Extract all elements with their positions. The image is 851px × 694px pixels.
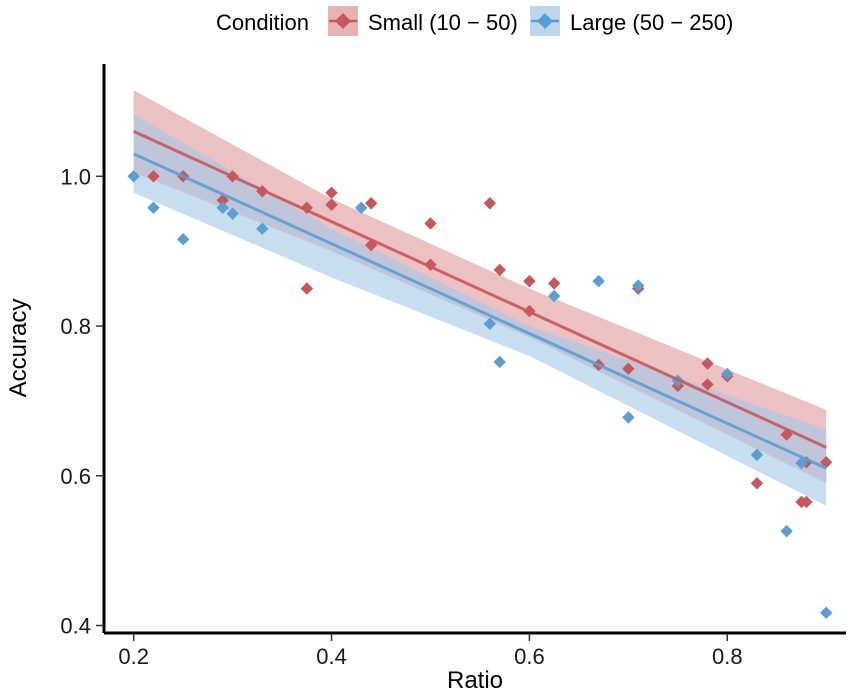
- data-point-small: [364, 238, 378, 252]
- data-point-small: [147, 170, 160, 183]
- x-tick-label: 0.4: [316, 644, 347, 669]
- legend: Condition Small (10 − 50) Large (50 − 25…: [216, 6, 733, 36]
- data-point-large: [493, 355, 506, 369]
- data-point-small: [325, 186, 338, 199]
- data-point-small: [622, 362, 635, 375]
- legend-key-small-marker: [335, 13, 351, 29]
- data-point-large: [622, 411, 635, 424]
- legend-label-small: Small (10 − 50): [368, 10, 518, 35]
- x-axis-ticks: 0.2 0.4 0.6 0.8: [118, 634, 743, 669]
- data-point-small: [364, 197, 378, 210]
- x-axis-title: Ratio: [447, 667, 503, 694]
- data-point-large: [256, 222, 269, 235]
- data-point-large: [127, 170, 140, 183]
- fit-line-large: [133, 152, 827, 470]
- data-point-small: [325, 198, 338, 211]
- y-tick-label: 0.6: [60, 464, 91, 489]
- legend-key-large-marker: [537, 13, 553, 29]
- legend-entry-small: Small (10 − 50): [328, 6, 518, 36]
- y-axis-title: Accuracy: [5, 299, 32, 398]
- legend-entry-large: Large (50 − 250): [530, 6, 733, 36]
- data-point-small: [820, 456, 833, 469]
- data-point-small: [800, 495, 813, 509]
- legend-title: Condition: [216, 10, 309, 35]
- data-points: [127, 170, 833, 619]
- data-point-large: [780, 524, 793, 538]
- data-point-large: [483, 317, 497, 330]
- data-point-large: [795, 456, 808, 470]
- data-point-small: [424, 217, 437, 230]
- y-tick-label: 1.0: [60, 164, 91, 189]
- data-point-small: [493, 263, 506, 277]
- y-axis-ticks: 0.4 0.6 0.8 1.0: [60, 164, 103, 639]
- data-point-large: [226, 207, 239, 220]
- data-point-large: [750, 448, 764, 462]
- data-point-small: [216, 194, 229, 207]
- confidence-bands: [133, 90, 827, 506]
- data-point-small: [523, 274, 536, 288]
- data-point-large: [820, 606, 833, 619]
- fit-line-small: [133, 130, 827, 449]
- fit-lines: [133, 130, 827, 470]
- y-tick-label: 0.8: [60, 314, 91, 339]
- x-tick-label: 0.8: [712, 644, 743, 669]
- data-point-large: [721, 367, 734, 381]
- data-point-small: [547, 277, 561, 290]
- data-point-small: [300, 282, 314, 295]
- data-point-large: [216, 201, 229, 214]
- x-tick-label: 0.2: [118, 644, 149, 669]
- data-point-small: [750, 477, 764, 490]
- data-point-large: [632, 279, 645, 292]
- data-point-small: [701, 357, 714, 370]
- data-point-small: [701, 378, 714, 391]
- data-point-small: [483, 197, 497, 210]
- data-point-large: [547, 289, 561, 303]
- x-tick-label: 0.6: [514, 644, 545, 669]
- data-point-large: [592, 274, 605, 288]
- data-point-large: [147, 201, 160, 214]
- data-point-large: [176, 232, 190, 246]
- legend-label-large: Large (50 − 250): [570, 10, 733, 35]
- data-point-large: [355, 201, 368, 214]
- y-tick-label: 0.4: [60, 614, 91, 639]
